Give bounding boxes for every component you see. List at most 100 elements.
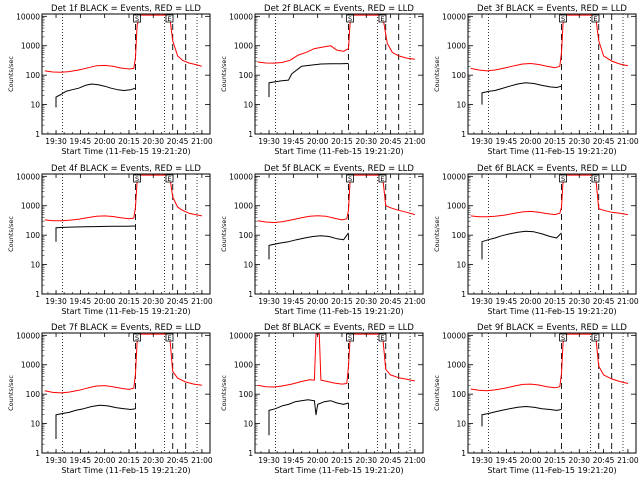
plot-frame (467, 13, 637, 135)
y-tick-label: 1000 (234, 361, 253, 370)
y-tick-label: 1000 (21, 202, 40, 211)
panel-title: Det 9f BLACK = Events, RED = LLD (477, 323, 627, 333)
x-tick-label: 20:00 (94, 297, 116, 306)
x-tick-label: 20:45 (380, 297, 402, 306)
x-tick-label: 20:00 (307, 456, 329, 465)
y-tick-label: 10000 (16, 331, 40, 340)
x-tick-label: 19:30 (45, 137, 67, 146)
x-tick-label: 20:00 (307, 297, 329, 306)
x-axis-label: Start Time (11-Feb-15 19:21:20) (274, 147, 403, 156)
panel-title: Det 6f BLACK = Events, RED = LLD (477, 164, 627, 174)
events-series-line (481, 406, 562, 427)
y-tick-label: 100 (452, 390, 467, 399)
series-group (44, 14, 203, 108)
flag-box (378, 333, 387, 342)
flag-box (165, 333, 174, 342)
y-axis-label: Counts/sec (433, 375, 441, 411)
x-tick-label: 20:30 (142, 137, 164, 146)
series-group (470, 174, 628, 260)
flag-label: E (593, 175, 597, 183)
y-axis-label: Counts/sec (433, 216, 441, 252)
panel-8: Det 8f BLACK = Events, RED = LLD Start Ti… (220, 323, 426, 475)
flag-box (559, 174, 567, 183)
flag-label: S (348, 15, 352, 23)
flag-label: S (561, 175, 565, 183)
lld-series-line (257, 333, 416, 388)
flag-box (133, 14, 141, 23)
x-tick-label: 20:15 (331, 137, 353, 146)
flag-label: E (167, 175, 171, 183)
x-tick-label: 20:00 (94, 456, 116, 465)
y-tick-label: 1 (461, 290, 466, 299)
y-axis-label: Counts/sec (220, 375, 228, 411)
flag-box (165, 14, 174, 23)
events-series-line (268, 63, 349, 98)
x-tick-label: 20:15 (544, 297, 566, 306)
x-tick-label: 21:00 (191, 137, 213, 146)
y-tick-label: 100 (26, 71, 41, 80)
y-tick-label: 10 (456, 420, 466, 429)
y-tick-label: 1000 (21, 42, 40, 51)
y-tick-label: 1 (461, 449, 466, 458)
series-group (257, 14, 415, 98)
y-axis-label: Counts/sec (220, 216, 228, 252)
flag-label: E (380, 334, 384, 342)
y-tick-label: 1 (35, 290, 40, 299)
x-tick-label: 19:30 (258, 456, 280, 465)
y-tick-label: 10000 (229, 331, 253, 340)
flag-box (591, 174, 600, 183)
x-axis-label: Start Time (11-Feb-15 19:21:20) (61, 466, 190, 475)
lld-series-line (44, 333, 202, 394)
x-tick-label: 19:45 (283, 456, 305, 465)
y-tick-label: 1000 (447, 361, 466, 370)
x-tick-label: 20:30 (568, 297, 590, 306)
lld-series-line (44, 14, 203, 73)
flag-box (591, 14, 600, 23)
panel-5: Det 5f BLACK = Events, RED = LLD Start Ti… (220, 164, 426, 316)
reference-lines (275, 333, 411, 453)
x-tick-label: 21:00 (617, 456, 639, 465)
y-tick-label: 10000 (442, 172, 466, 181)
plot-frame (41, 13, 211, 135)
y-axis-label: Counts/sec (7, 56, 15, 92)
x-tick-label: 20:15 (118, 137, 140, 146)
flag-box (559, 14, 567, 23)
y-tick-label: 1000 (447, 42, 466, 51)
x-tick-label: 19:45 (70, 297, 92, 306)
series-group (257, 333, 416, 436)
x-tick-label: 20:00 (307, 137, 329, 146)
flag-label: S (348, 334, 352, 342)
x-tick-label: 19:30 (471, 456, 493, 465)
y-tick-label: 1 (35, 130, 40, 139)
reference-lines (62, 174, 198, 294)
x-tick-label: 20:15 (331, 456, 353, 465)
y-tick-label: 10000 (442, 12, 466, 21)
y-tick-label: 10000 (16, 12, 40, 21)
y-tick-label: 100 (452, 231, 467, 240)
reference-lines (488, 14, 624, 134)
y-axis-label: Counts/sec (7, 375, 15, 411)
flag-label: S (135, 334, 139, 342)
panel-title: Det 7f BLACK = Events, RED = LLD (51, 323, 201, 333)
plot-frame (254, 173, 424, 295)
y-tick-label: 100 (452, 71, 467, 80)
panel-title: Det 8f BLACK = Events, RED = LLD (264, 323, 414, 333)
events-series-line (481, 230, 562, 260)
x-tick-label: 20:45 (167, 456, 189, 465)
x-tick-label: 19:30 (45, 456, 67, 465)
plot-frame (467, 332, 637, 454)
y-tick-label: 10 (243, 101, 253, 110)
x-tick-label: 20:45 (593, 456, 615, 465)
x-tick-label: 19:45 (70, 456, 92, 465)
x-tick-label: 20:30 (142, 297, 164, 306)
flag-box (378, 174, 387, 183)
x-tick-label: 19:30 (471, 137, 493, 146)
y-tick-label: 1000 (447, 202, 466, 211)
x-axis-label: Start Time (11-Feb-15 19:21:20) (487, 466, 616, 475)
flag-box (378, 14, 387, 23)
